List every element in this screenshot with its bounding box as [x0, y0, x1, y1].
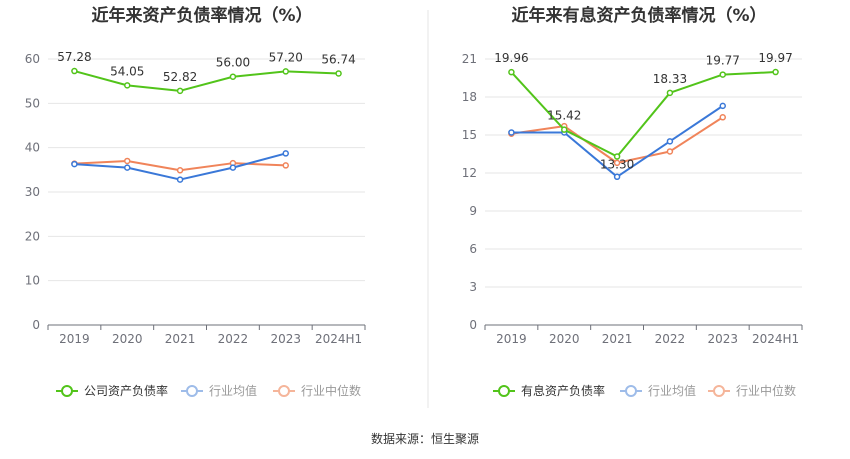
data-label: 18.33: [653, 72, 687, 86]
data-point[interactable]: [719, 71, 726, 78]
data-point[interactable]: [613, 153, 621, 160]
legend-item[interactable]: 行业均值: [181, 383, 257, 398]
data-point[interactable]: [71, 160, 78, 168]
data-source-label: 数据来源：恒生聚源: [371, 431, 479, 446]
data-point[interactable]: [229, 164, 237, 171]
data-point[interactable]: [124, 164, 131, 171]
legend-label: 行业中位数: [736, 383, 796, 398]
data-label: 19.96: [494, 51, 528, 65]
x-tick-label: 2020: [549, 332, 580, 346]
x-tick-label: 2019: [59, 332, 90, 346]
series-line: [510, 71, 776, 158]
data-point[interactable]: [613, 173, 621, 181]
data-point[interactable]: [282, 150, 289, 157]
x-tick-label: 2023: [270, 332, 301, 346]
y-tick-label: 21: [462, 52, 477, 66]
data-label: 57.20: [269, 50, 303, 64]
x-tick-label: 2024H1: [752, 332, 799, 346]
debt-ratio-chart: 近年来资产负债率情况（%） 0 10 20 30 40 50 60 2019 2020 2021 20…: [25, 5, 366, 398]
data-point[interactable]: [176, 176, 184, 183]
x-tick-label: 2019: [496, 332, 527, 346]
legend-label: 行业均值: [209, 383, 257, 398]
chart-title: 近年来资产负债率情况（%）: [91, 5, 312, 26]
data-label: 56.00: [216, 56, 250, 70]
series-line: [74, 152, 287, 181]
legend-item[interactable]: 行业均值: [620, 383, 696, 398]
data-point[interactable]: [666, 138, 674, 145]
y-tick-label: 30: [25, 185, 40, 199]
interest-debt-ratio-chart: 近年来有息资产负债率情况（%） 0 3 6 9 12 15 18 21 2019 2020 2021 2…: [462, 5, 803, 398]
x-tick-label: 2022: [218, 332, 249, 346]
data-point[interactable]: [229, 73, 237, 80]
data-label: 13.30: [600, 158, 634, 172]
data-point[interactable]: [719, 102, 726, 110]
legend-item[interactable]: 有息资产负债率: [493, 383, 605, 398]
y-tick-label: 60: [25, 52, 40, 66]
data-label: 19.97: [758, 51, 792, 65]
legend-label: 行业中位数: [301, 383, 361, 398]
data-point[interactable]: [772, 68, 779, 76]
y-tick-label: 3: [469, 280, 477, 294]
y-tick-label: 40: [25, 141, 40, 155]
data-point[interactable]: [613, 159, 621, 167]
data-point[interactable]: [124, 82, 131, 89]
data-label: 56.74: [321, 52, 355, 66]
y-tick-label: 6: [469, 242, 477, 256]
data-point[interactable]: [508, 68, 515, 76]
series-line: [74, 70, 339, 92]
legend-marker: [625, 385, 637, 397]
data-point[interactable]: [666, 89, 674, 97]
x-tick-label: 2021: [602, 332, 633, 346]
data-label: 57.28: [57, 50, 91, 64]
legend-item[interactable]: 行业中位数: [708, 383, 796, 398]
y-tick-label: 9: [469, 204, 477, 218]
chart-title: 近年来有息资产负债率情况（%）: [511, 5, 766, 26]
data-point[interactable]: [719, 114, 726, 121]
data-point[interactable]: [282, 68, 289, 75]
data-point[interactable]: [561, 126, 568, 133]
legend-item[interactable]: 公司资产负债率: [56, 383, 168, 398]
legend-marker: [498, 385, 510, 397]
legend-label: 行业均值: [648, 383, 696, 398]
y-tick-label: 20: [25, 229, 40, 243]
legend-marker: [713, 385, 725, 397]
data-point[interactable]: [124, 157, 131, 165]
y-tick-label: 18: [462, 90, 477, 104]
legend-marker: [61, 385, 73, 397]
x-tick-label: 2022: [655, 332, 686, 346]
y-tick-label: 15: [462, 128, 477, 142]
data-point[interactable]: [666, 148, 674, 155]
data-point[interactable]: [71, 67, 78, 75]
y-tick-label: 0: [32, 318, 40, 332]
data-point[interactable]: [176, 87, 184, 95]
data-label: 19.77: [706, 54, 740, 68]
legend-label: 公司资产负债率: [84, 383, 168, 398]
data-point[interactable]: [335, 70, 342, 77]
legend-marker: [278, 385, 290, 397]
y-tick-label: 0: [469, 318, 477, 332]
data-point[interactable]: [282, 162, 289, 169]
x-tick-label: 2020: [112, 332, 143, 346]
legend-item[interactable]: 行业中位数: [273, 383, 361, 398]
data-point[interactable]: [508, 129, 515, 136]
x-tick-label: 2023: [707, 332, 738, 346]
x-tick-label: 2021: [165, 332, 196, 346]
legend-marker: [186, 385, 198, 397]
data-label: 54.05: [110, 64, 144, 78]
y-tick-label: 50: [25, 96, 40, 110]
legend-label: 有息资产负债率: [521, 383, 605, 398]
y-tick-label: 10: [25, 274, 40, 288]
data-label: 15.42: [547, 109, 581, 123]
data-point[interactable]: [176, 167, 184, 174]
x-tick-label: 2024H1: [315, 332, 362, 346]
data-label: 52.82: [163, 70, 197, 84]
y-tick-label: 12: [462, 166, 477, 180]
